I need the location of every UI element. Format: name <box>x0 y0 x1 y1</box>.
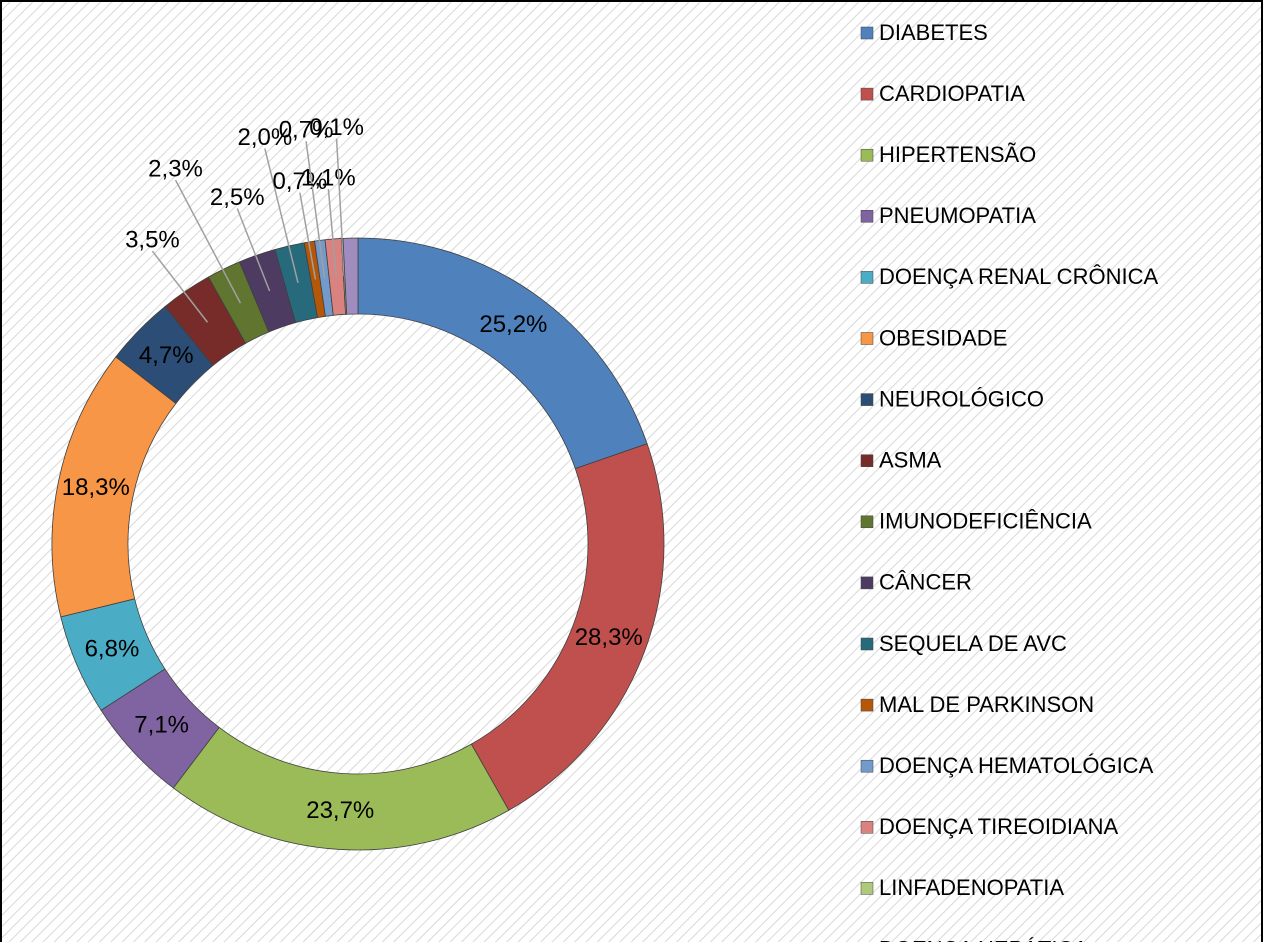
data-label: 1,1% <box>301 165 356 192</box>
legend-label: CARDIOPATIA <box>879 81 1025 106</box>
data-label: 4,7% <box>139 342 194 369</box>
leader-line <box>151 250 209 323</box>
legend-label: IMUNODEFICIÊNCIA <box>879 509 1092 534</box>
legend-marker <box>860 576 874 590</box>
legend-marker <box>860 271 874 284</box>
legend-label: PNEUMOPATIA <box>879 203 1036 228</box>
legend-marker <box>860 515 874 529</box>
leader-line <box>327 189 338 277</box>
legend-marker <box>860 882 874 895</box>
legend-marker <box>860 210 874 223</box>
data-label: 2,0% <box>238 124 293 151</box>
legend-label: DOENÇA TIREOIDIANA <box>879 814 1119 839</box>
data-label: 3,5% <box>125 227 180 254</box>
donut-slice <box>470 443 665 811</box>
legend-label: CÂNCER <box>879 570 972 595</box>
data-label: 2,3% <box>148 155 203 182</box>
leader-line <box>305 141 326 279</box>
data-label: 0,1% <box>309 114 364 141</box>
legend-marker <box>860 393 874 406</box>
legend-marker <box>860 454 874 467</box>
legend-label: MAL DE PARKINSON <box>879 692 1094 717</box>
leader-line <box>299 192 317 280</box>
data-label: 7,1% <box>134 712 189 739</box>
legend-label: NEUROLÓGICO <box>879 386 1044 411</box>
legend-marker <box>860 332 874 345</box>
leader-line <box>174 179 242 304</box>
legend-marker <box>860 698 874 712</box>
legend-label: DOENÇA HEMATOLÓGICA <box>879 753 1154 778</box>
legend-label: SEQUELA DE AVC <box>879 631 1067 656</box>
donut-slice <box>342 237 359 315</box>
data-label: 23,7% <box>306 797 374 824</box>
data-label: 0,7% <box>273 168 328 195</box>
legend-label: ASMA <box>879 448 942 473</box>
legend-label: LINFADENOPATIA <box>879 875 1064 900</box>
data-label: 28,3% <box>575 624 643 651</box>
legend-marker <box>860 87 874 101</box>
data-label: 2,5% <box>210 184 265 211</box>
legend-marker <box>860 26 874 40</box>
legend-label: OBESIDADE <box>879 325 1007 350</box>
legend-marker <box>860 637 874 651</box>
legend-marker <box>860 148 874 162</box>
data-label: 25,2% <box>479 311 547 338</box>
data-label: 18,3% <box>62 474 130 501</box>
legend-label: DIABETES <box>879 20 988 45</box>
legend-label: DOENÇA RENAL CRÔNICA <box>879 264 1158 289</box>
data-label: 0,7% <box>279 117 334 144</box>
legend-marker <box>860 821 874 834</box>
leader-line <box>264 148 299 283</box>
leader-line <box>236 208 271 292</box>
legend-label: HIPERTENSÃO <box>879 142 1036 167</box>
legend-marker <box>860 759 874 773</box>
data-label: 6,8% <box>85 636 140 663</box>
legend-label: DOENÇA HEPÁTICA <box>879 936 1088 942</box>
leader-line <box>335 138 345 277</box>
